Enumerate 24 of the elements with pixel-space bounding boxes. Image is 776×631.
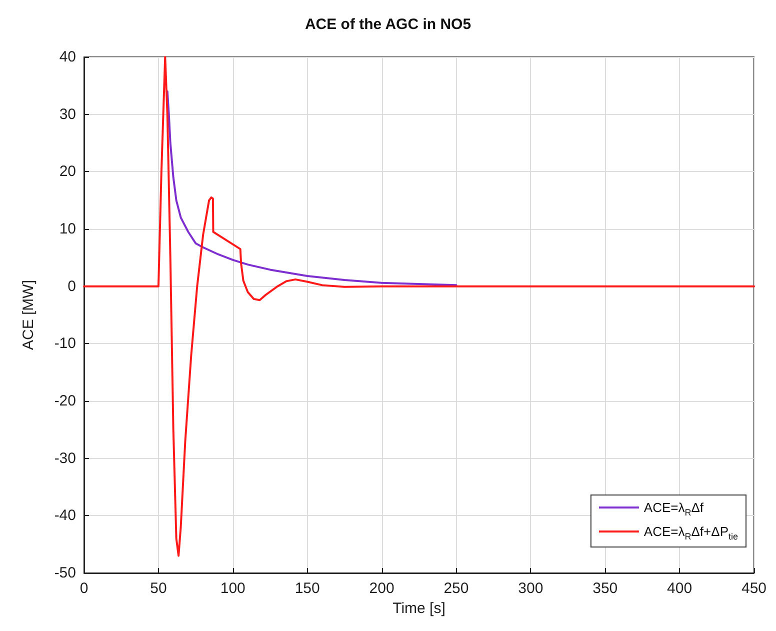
chart-title: ACE of the AGC in NO5 <box>304 16 472 33</box>
y-tick-label: 10 <box>59 220 76 238</box>
y-tick-label: -30 <box>54 450 76 467</box>
y-tick-label: -50 <box>54 564 76 582</box>
x-tick-label: 50 <box>150 580 167 597</box>
x-tick-label: 200 <box>369 580 394 597</box>
x-tick-label: 400 <box>667 580 692 597</box>
line-series <box>166 90 458 286</box>
y-tick-label: -10 <box>54 335 76 352</box>
y-tick-label: 20 <box>59 163 76 180</box>
x-tick-label: 300 <box>518 580 544 597</box>
y-tick-label: 0 <box>68 278 76 295</box>
x-tick-label: 150 <box>294 580 320 597</box>
y-tick-label: 40 <box>59 48 76 66</box>
x-tick-label: 100 <box>220 580 246 597</box>
y-tick-label: 30 <box>59 106 76 123</box>
x-tick-label: 450 <box>741 580 767 597</box>
x-tick-label: 250 <box>444 580 469 597</box>
x-tick-label: 350 <box>592 580 618 597</box>
x-tick-label: 0 <box>80 580 88 597</box>
y-tick-label: -40 <box>54 507 76 524</box>
y-axis-title: ACE [MW] <box>20 280 37 350</box>
x-axis-title: Time [s] <box>392 600 446 617</box>
y-tick-label: -20 <box>54 392 76 410</box>
